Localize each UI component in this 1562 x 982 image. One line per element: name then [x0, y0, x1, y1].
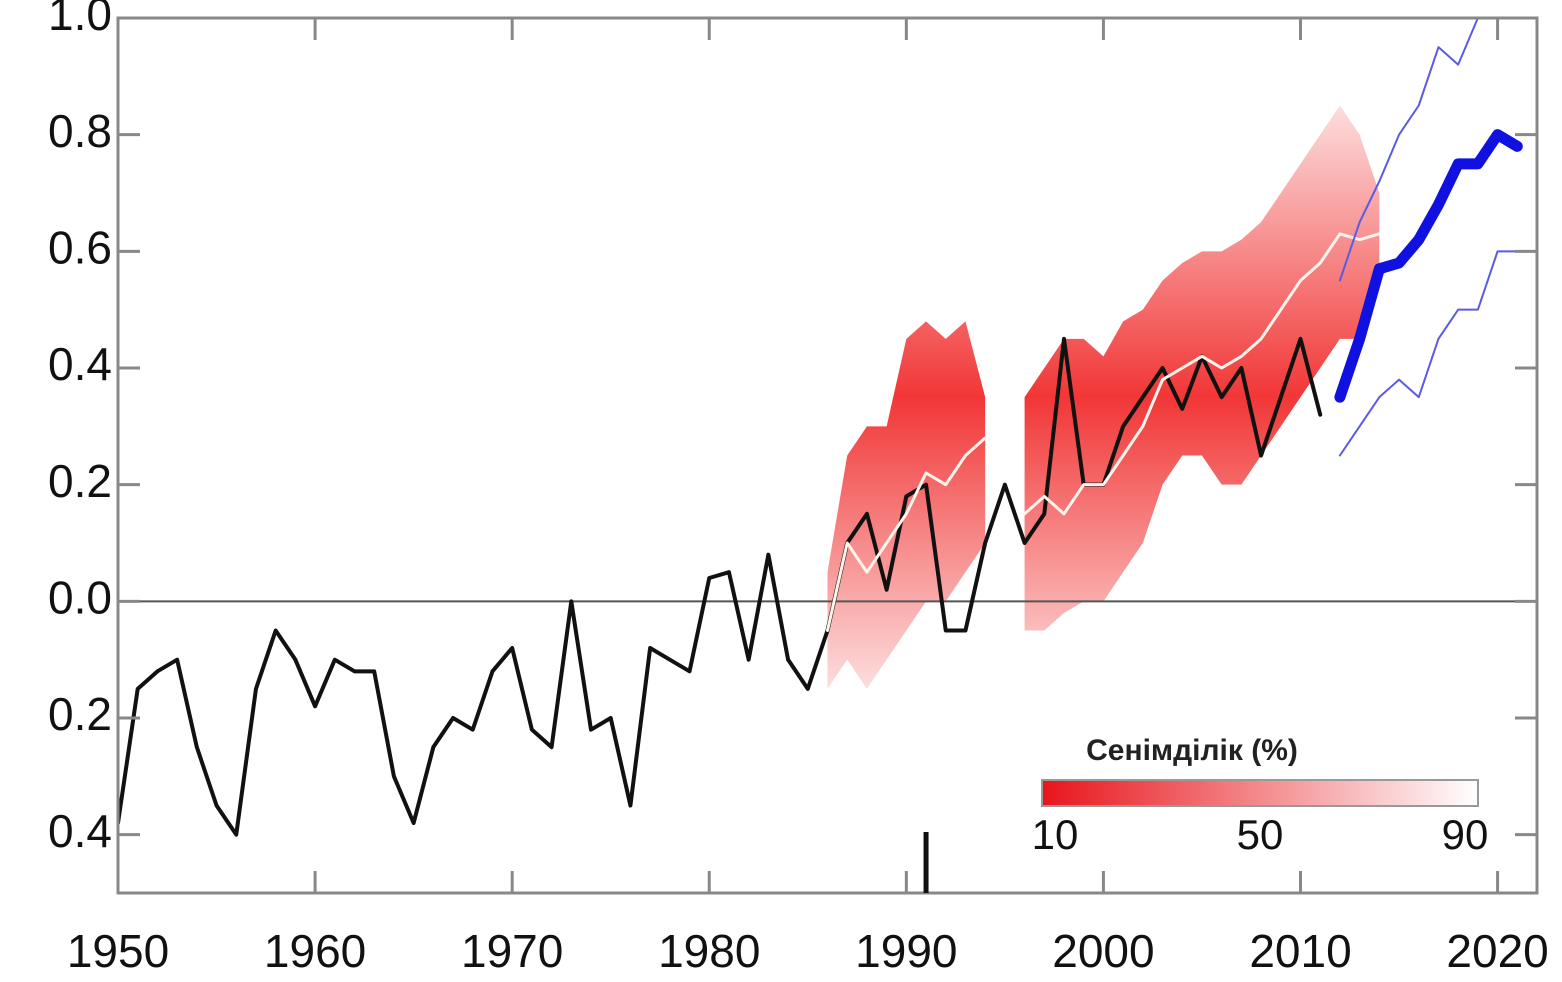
- x-tick-label: 2020: [1446, 925, 1548, 977]
- x-tick-label: 1980: [658, 925, 760, 977]
- colorbar-tick-label: 10: [1032, 811, 1079, 858]
- y-tick-label: 0.0: [48, 571, 112, 623]
- y-tick-label: 0.8: [48, 105, 112, 157]
- x-tick-label: 1950: [67, 925, 169, 977]
- y-tick-label: 1.0: [48, 0, 112, 40]
- plot-frame: [116, 16, 1539, 895]
- series-line: [826, 232, 1381, 632]
- x-tick-label: 2010: [1249, 925, 1351, 977]
- confidence-band: [827, 105, 1380, 689]
- plot-area: [118, 18, 1537, 837]
- colorbar-title: Сенімділік (%): [1086, 734, 1298, 767]
- y-tick-label: 0.4: [48, 805, 112, 857]
- colorbar-tick-label: 50: [1237, 811, 1284, 858]
- series-line: [1338, 18, 1519, 282]
- x-tick-label: 2000: [1052, 925, 1154, 977]
- y-tick-label: 0.4: [48, 338, 112, 390]
- y-tick-label: 0.2: [48, 455, 112, 507]
- x-tick-label: 1990: [855, 925, 957, 977]
- x-tick-label: 1970: [461, 925, 563, 977]
- colorbar: [1041, 779, 1479, 807]
- y-tick-label: 0.2: [48, 688, 112, 740]
- series-line: [1338, 250, 1519, 457]
- series-line: [118, 336, 1323, 837]
- colorbar-tick-label: 90: [1442, 811, 1489, 858]
- series-line: [1334, 129, 1523, 403]
- y-tick-label: 0.6: [48, 221, 112, 273]
- x-tick-label: 1960: [264, 925, 366, 977]
